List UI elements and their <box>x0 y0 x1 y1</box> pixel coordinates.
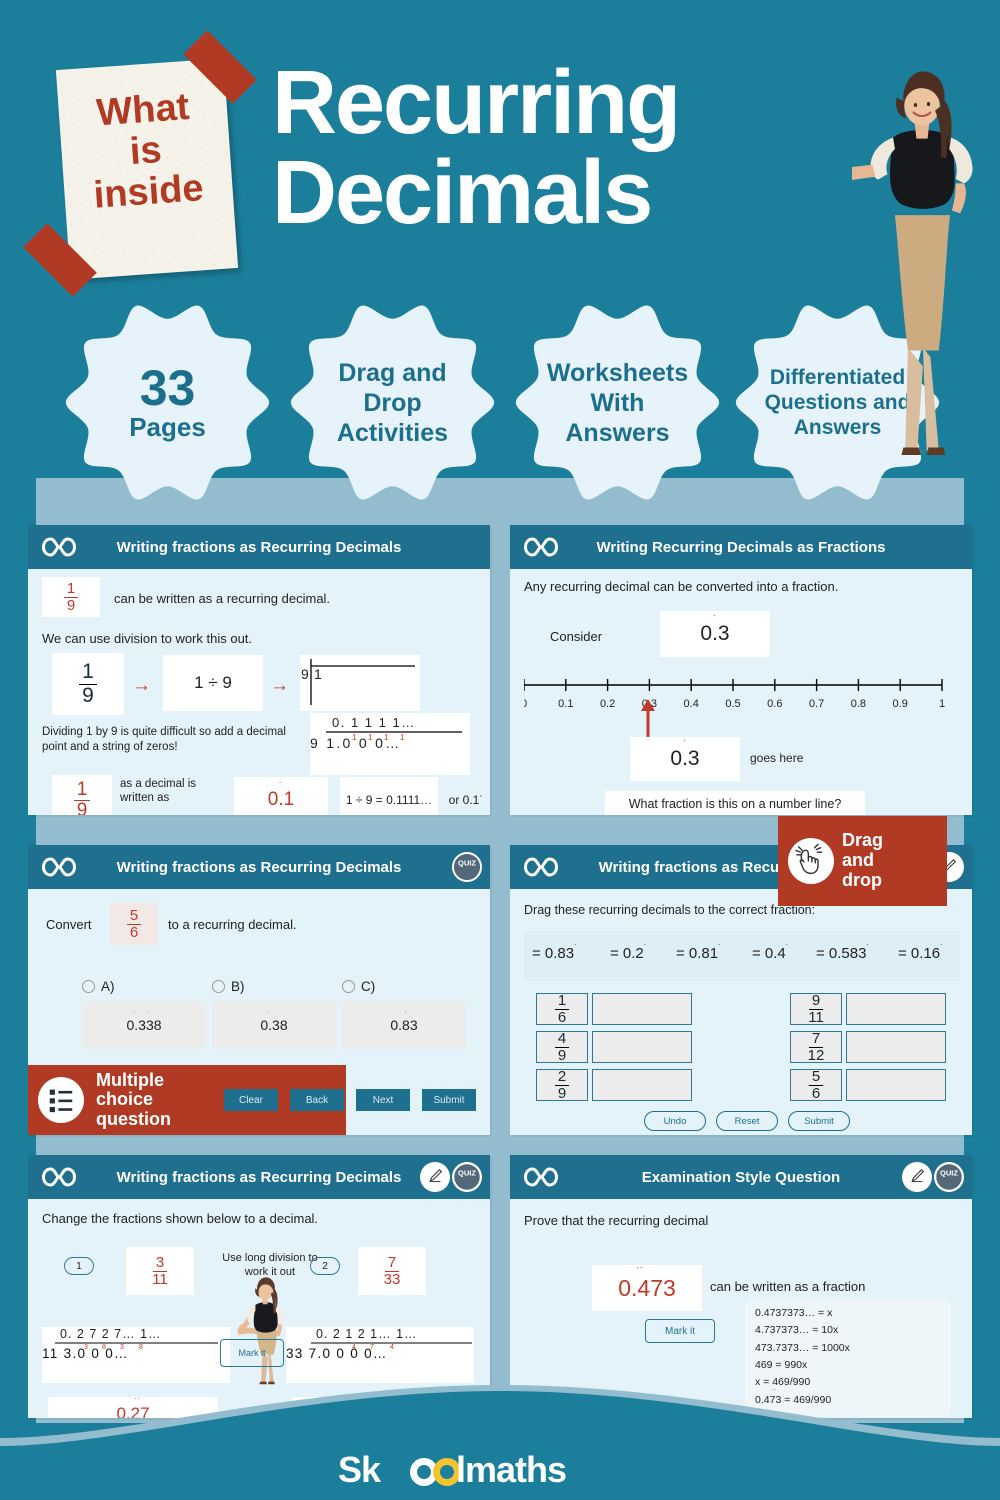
svg-text:QUIZ: QUIZ <box>458 1169 476 1178</box>
svg-text:QUIZ: QUIZ <box>940 1169 958 1178</box>
svg-text:QUIZ: QUIZ <box>458 859 476 868</box>
svg-text:1: 1 <box>939 698 945 710</box>
svg-text:0.6: 0.6 <box>767 698 782 710</box>
svg-text:0.8: 0.8 <box>851 698 866 710</box>
svg-text:0.9: 0.9 <box>893 698 908 710</box>
svg-text:0.5: 0.5 <box>725 698 740 710</box>
svg-text:0: 0 <box>524 698 527 710</box>
svg-text:0.2: 0.2 <box>600 698 615 710</box>
svg-text:0.4: 0.4 <box>684 698 699 710</box>
svg-text:Sk: Sk <box>338 1449 382 1490</box>
svg-text:0.1: 0.1 <box>558 698 573 710</box>
svg-text:0.7: 0.7 <box>809 698 824 710</box>
svg-text:lmaths: lmaths <box>456 1449 566 1490</box>
